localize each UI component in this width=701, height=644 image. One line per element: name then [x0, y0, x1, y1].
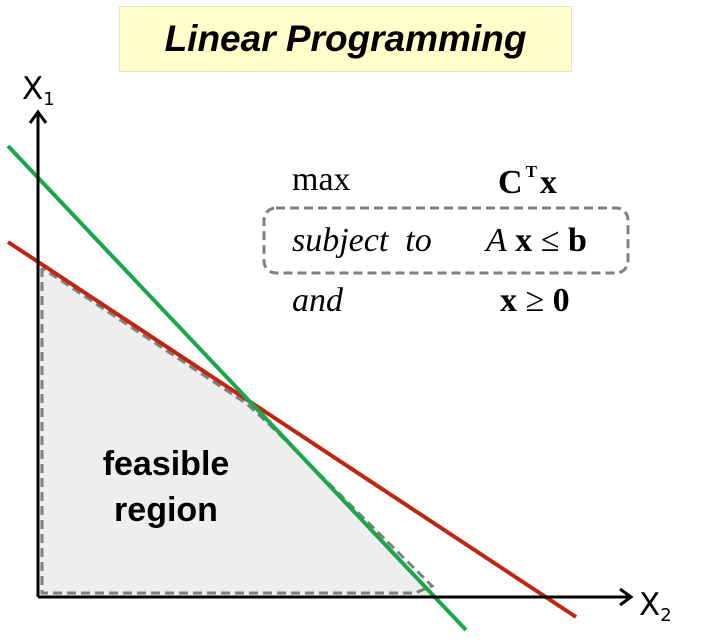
constraint-keyword: subject to [292, 222, 432, 259]
x2-axis-arrowhead [619, 587, 634, 607]
feasible-region-label: feasible region [66, 441, 266, 533]
constraint-highlight-box [262, 206, 630, 275]
nonneg-rhs: 0 [552, 282, 570, 319]
x2-axis-subscript: 2 [660, 605, 672, 626]
constraint-line-green [6, 144, 468, 632]
feasible-region-label-line2: region [114, 491, 218, 529]
nonneg-variable: x [500, 282, 517, 319]
x1-axis-arrowhead [28, 109, 48, 124]
objective-expression: C Tx [498, 163, 557, 200]
constraint-relation: ≤ [540, 222, 560, 259]
title-banner: Linear Programming [119, 6, 572, 72]
x1-axis-subscript: 1 [43, 89, 55, 110]
x2-axis-name: X [639, 587, 661, 623]
constraint-line-red [6, 240, 578, 619]
constraint-expression: A x ≤ b [486, 224, 587, 258]
constraint-variable: x [515, 222, 533, 259]
feasible-region-boundary [40, 266, 435, 595]
nonneg-expression: x ≥ 0 [500, 284, 570, 318]
x2-axis-label: X2 [639, 590, 672, 625]
feasible-region-area [38, 262, 434, 597]
objective-coefficient: C [498, 164, 523, 201]
objective-keyword: max [292, 161, 351, 198]
objective-transpose: T [525, 162, 537, 181]
x1-axis-label: X1 [22, 74, 55, 109]
nonneg-keyword: and [292, 282, 343, 319]
constraint-matrix: A [486, 222, 507, 259]
diagram-title: Linear Programming [164, 18, 527, 59]
constraint-rhs: b [567, 222, 587, 259]
x1-axis-name: X [22, 71, 44, 107]
objective-variable: x [539, 164, 557, 201]
nonneg-relation: ≥ [525, 282, 545, 319]
feasible-region-label-line1: feasible [102, 445, 230, 483]
